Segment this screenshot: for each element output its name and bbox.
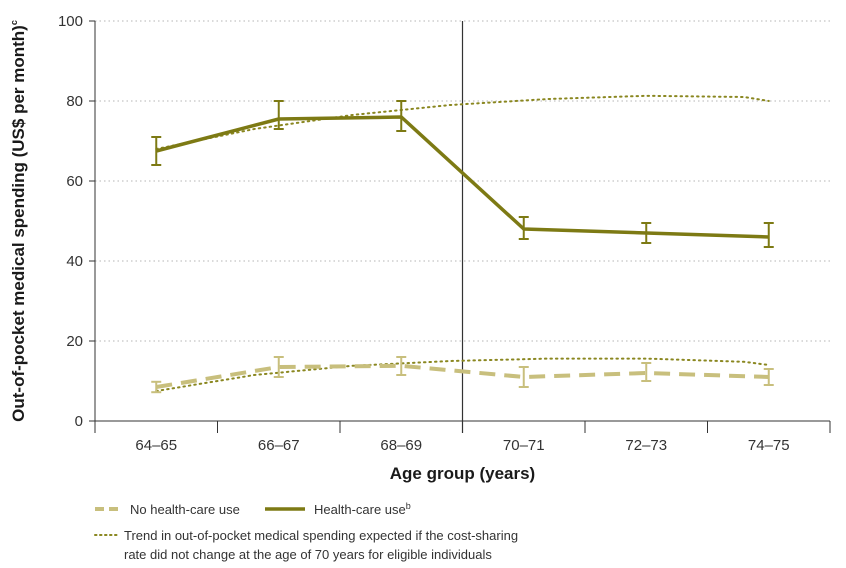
y-tick-label: 40 xyxy=(66,253,83,270)
gridlines xyxy=(95,20,830,342)
y-axis-title: Out-of-pocket medical spending (US$ per … xyxy=(9,20,28,422)
y-axis-title-sup: c xyxy=(9,20,19,25)
x-tick-label: 70–71 xyxy=(503,437,545,454)
legend-label-use: Health-care useb xyxy=(314,501,411,517)
y-tick-label: 20 xyxy=(66,333,83,350)
x-tick-label: 66–67 xyxy=(258,437,300,454)
legend: No health-care use Health-care useb Tren… xyxy=(94,501,518,562)
y-tick-label: 60 xyxy=(66,173,83,190)
trend-lines xyxy=(155,94,770,392)
legend-label-use-sup: b xyxy=(406,501,411,511)
trend-line xyxy=(155,357,770,392)
x-tick-label: 74–75 xyxy=(748,437,790,454)
trend-line xyxy=(155,94,770,150)
y-axis-title-main: Out-of-pocket medical spending (US$ per … xyxy=(9,25,28,422)
legend-label-trend-line2: rate did not change at the age of 70 yea… xyxy=(124,547,492,562)
x-tick-label: 72–73 xyxy=(625,437,667,454)
y-ticks: 0 20 40 60 80 100 xyxy=(58,13,95,430)
x-ticks: 64–65 66–67 68–69 70–71 72–73 74–75 xyxy=(94,421,831,454)
x-axis-title: Age group (years) xyxy=(390,464,535,483)
y-tick-label: 0 xyxy=(75,413,83,430)
legend-label-use-main: Health-care use xyxy=(314,502,406,517)
series-line-no-use xyxy=(155,363,769,389)
legend-label-no-use: No health-care use xyxy=(130,502,240,517)
legend-label-trend-line1: Trend in out-of-pocket medical spending … xyxy=(124,528,518,543)
series xyxy=(151,100,774,394)
x-tick-label: 68–69 xyxy=(380,437,422,454)
x-tick-label: 64–65 xyxy=(135,437,177,454)
series-line-use xyxy=(155,115,769,239)
y-tick-label: 100 xyxy=(58,13,83,30)
y-tick-label: 80 xyxy=(66,93,83,110)
